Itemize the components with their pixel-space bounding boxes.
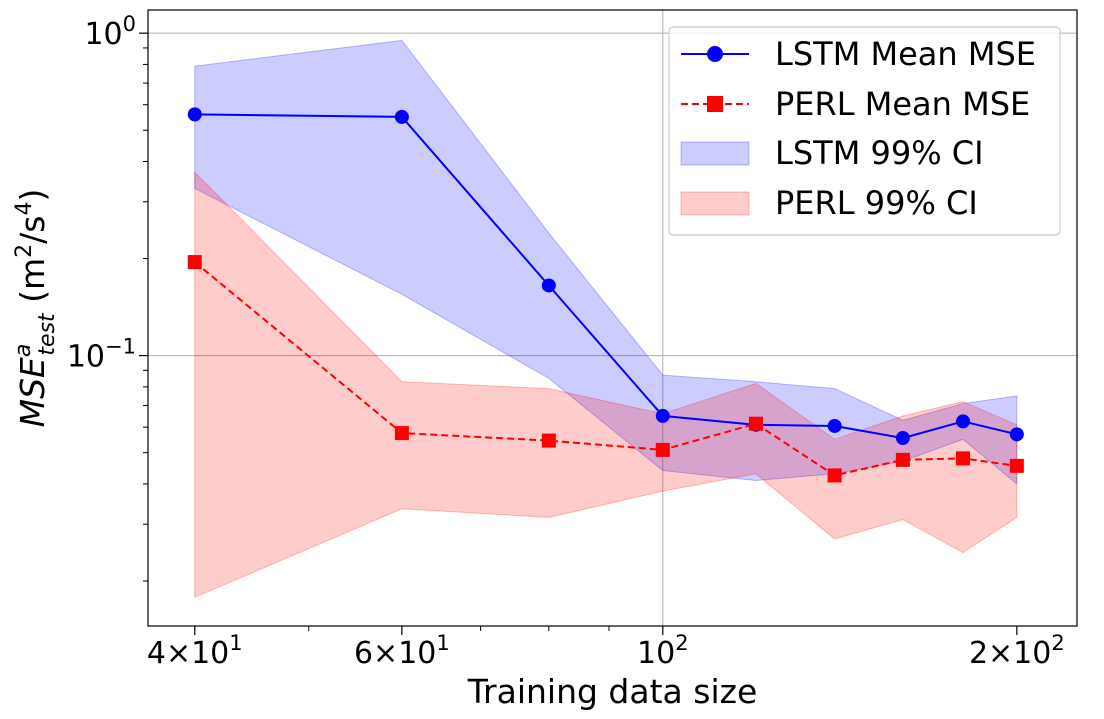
data-point-lstm	[655, 408, 670, 423]
legend: LSTM Mean MSE PERL Mean MSE LSTM 99% CI PER…	[668, 26, 1061, 236]
legend-label: LSTM Mean MSE	[775, 35, 1036, 73]
x-tick-mantissa: 2×	[969, 636, 1013, 671]
y-tick-base: 10	[67, 340, 105, 375]
x-tick-label: 2×102	[969, 631, 1065, 671]
data-point-lstm	[541, 278, 556, 293]
legend-frame	[668, 26, 1061, 236]
axis-labels: Training data size MSEatest (m2/s4)	[11, 189, 757, 711]
x-tick-exponent: 2	[1051, 631, 1064, 655]
x-tick-base: 10	[398, 636, 436, 671]
legend-label: LSTM 99% CI	[775, 134, 984, 172]
y-label-unit-sup2: 4	[12, 202, 37, 216]
y-label-unit-close: )	[13, 189, 52, 202]
data-point-lstm	[827, 418, 842, 433]
x-tick-exponent: 1	[436, 631, 449, 655]
data-point-perl	[394, 426, 409, 441]
x-tick-label: 102	[637, 631, 689, 671]
legend-band-swatch	[680, 191, 750, 216]
data-point-lstm	[956, 414, 971, 429]
y-tick-label: 10−1	[67, 335, 136, 375]
legend-label: PERL 99% CI	[775, 184, 978, 222]
y-label-unit-mid: /s	[13, 216, 52, 244]
data-point-perl	[541, 433, 556, 448]
data-point-lstm	[187, 107, 202, 122]
series-markers	[187, 107, 1024, 483]
y-tick-exponent: −1	[105, 335, 136, 359]
x-tick-base: 10	[637, 636, 675, 671]
x-tick-base: 10	[1013, 636, 1051, 671]
legend-label: PERL Mean MSE	[775, 85, 1030, 123]
y-label-unit-sup1: 2	[12, 244, 37, 258]
data-point-perl	[895, 452, 910, 467]
data-point-perl	[187, 255, 202, 270]
legend-entry: LSTM Mean MSE	[681, 35, 1036, 73]
y-axis-label: MSEatest (m2/s4)	[11, 189, 60, 428]
data-point-lstm	[1009, 427, 1024, 442]
y-label-sup: a	[11, 344, 36, 357]
y-tick-exponent: 0	[123, 12, 136, 36]
y-label-sub: test	[35, 312, 60, 356]
x-tick-label: 6×101	[354, 631, 450, 671]
data-point-perl	[748, 416, 763, 431]
legend-marker	[707, 46, 723, 62]
ci-band-lstm	[194, 39, 1018, 485]
legend-entry: PERL Mean MSE	[681, 85, 1030, 123]
legend-band-swatch	[680, 141, 750, 166]
plot-frame	[147, 9, 1078, 627]
x-tick-exponent: 1	[229, 631, 242, 655]
legend-marker	[707, 96, 723, 112]
x-tick-exponent: 2	[675, 631, 688, 655]
data-point-lstm	[394, 109, 409, 124]
data-point-perl	[1009, 458, 1024, 473]
data-point-perl	[827, 468, 842, 483]
data-point-perl	[956, 451, 971, 466]
y-label-unit-open: (m	[13, 258, 52, 314]
data-point-lstm	[895, 431, 910, 446]
x-tick-mantissa: 4×	[147, 636, 191, 671]
y-tick-base: 10	[84, 17, 122, 52]
y-label-base: MSE	[13, 357, 52, 427]
legend-entry: PERL 99% CI	[680, 184, 978, 222]
x-tick-label: 4×101	[147, 631, 243, 671]
series-line-perl	[194, 261, 1017, 477]
data-point-perl	[655, 442, 670, 457]
x-tick-mantissa: 6×	[354, 636, 398, 671]
y-tick-label: 100	[84, 12, 136, 52]
legend-entry: LSTM 99% CI	[680, 134, 984, 172]
x-tick-base: 10	[191, 636, 229, 671]
x-axis-label: Training data size	[467, 672, 758, 711]
